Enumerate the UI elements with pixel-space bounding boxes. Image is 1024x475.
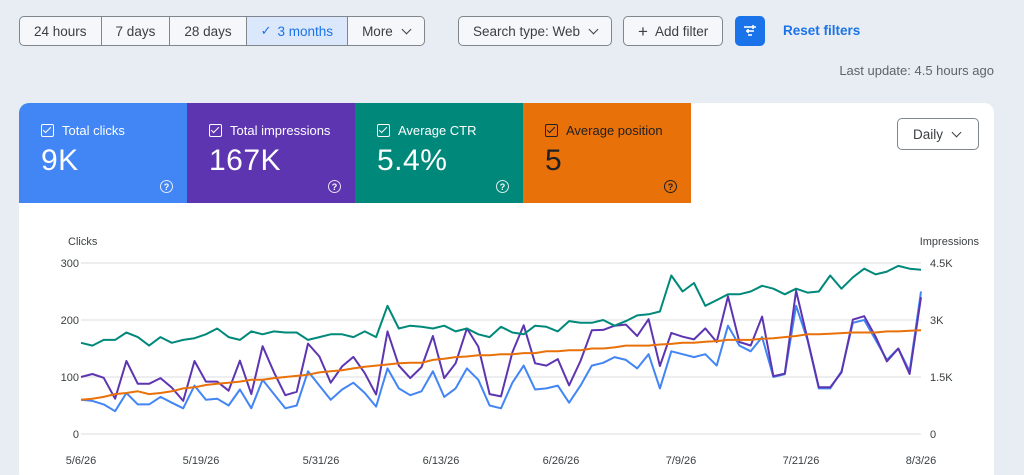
metric-total-clicks[interactable]: Total clicks 9K ? xyxy=(19,103,187,203)
checkbox-icon xyxy=(545,124,558,137)
granularity-dropdown[interactable]: Daily xyxy=(897,118,979,150)
filter-list-icon xyxy=(744,25,756,36)
metric-label: Average position xyxy=(566,123,663,138)
chart-grid xyxy=(81,262,921,435)
y-left-tick-label: 100 xyxy=(61,372,79,384)
metric-total-impressions[interactable]: Total impressions 167K ? xyxy=(187,103,355,203)
last-update-text: Last update: 4.5 hours ago xyxy=(839,63,994,78)
y-left-tick-label: 200 xyxy=(61,315,79,327)
chart-tick-labels: 0 100 200 300 0 1.5K 3K 4.5K 5/6/26 5/19/26 5/31/2… xyxy=(61,258,954,467)
y-left-tick-label: 0 xyxy=(73,429,79,441)
x-tick-label: 6/26/26 xyxy=(543,455,580,467)
date-range-segmented-control: 24 hours 7 days 28 days ✓ 3 months More xyxy=(19,16,425,46)
metric-value: 9K xyxy=(41,144,79,177)
metric-value: 5.4% xyxy=(377,144,448,177)
metric-label: Average CTR xyxy=(398,123,477,138)
add-filter-button[interactable]: + Add filter xyxy=(623,16,724,46)
y-axis-left-label: Clicks xyxy=(68,236,98,248)
help-icon[interactable]: ? xyxy=(496,180,509,193)
checkbox-icon xyxy=(209,124,222,137)
metric-average-position[interactable]: Average position 5 ? xyxy=(523,103,691,203)
range-label: 28 days xyxy=(184,23,232,39)
granularity-label: Daily xyxy=(913,126,944,142)
chevron-down-icon xyxy=(588,24,599,34)
range-3-months-button[interactable]: ✓ 3 months xyxy=(246,17,349,45)
range-7-days-button[interactable]: 7 days xyxy=(102,17,171,45)
series-line-2 xyxy=(80,264,922,347)
performance-chart: Clicks Impressions 0 100 200 300 0 1.5K 3K 4.5K… xyxy=(61,236,980,467)
checkbox-icon xyxy=(41,124,54,137)
x-tick-label: 7/21/26 xyxy=(783,455,820,467)
add-filter-label: Add filter xyxy=(654,23,709,39)
range-24-hours-button[interactable]: 24 hours xyxy=(20,17,102,45)
filter-settings-button[interactable] xyxy=(735,16,765,46)
x-tick-label: 5/19/26 xyxy=(183,455,220,467)
y-right-tick-label: 4.5K xyxy=(930,258,953,270)
metric-label: Total impressions xyxy=(230,123,331,138)
x-tick-label: 5/6/26 xyxy=(66,455,97,467)
y-right-tick-label: 1.5K xyxy=(930,372,953,384)
search-type-label: Search type: Web xyxy=(473,23,581,39)
chart-series xyxy=(80,264,922,413)
date-range-selector: 24 hours 7 days 28 days ✓ 3 months More xyxy=(19,16,425,46)
chevron-down-icon xyxy=(401,24,412,34)
metric-average-ctr[interactable]: Average CTR 5.4% ? xyxy=(355,103,523,203)
help-icon[interactable]: ? xyxy=(328,180,341,193)
y-right-tick-label: 0 xyxy=(930,429,936,441)
help-icon[interactable]: ? xyxy=(160,180,173,193)
metric-label: Total clicks xyxy=(62,123,125,138)
chevron-down-icon xyxy=(951,127,962,137)
y-right-tick-label: 3K xyxy=(930,315,944,327)
x-tick-label: 6/13/26 xyxy=(423,455,460,467)
checkbox-icon xyxy=(377,124,390,137)
search-type-dropdown[interactable]: Search type: Web xyxy=(458,16,613,46)
range-label: 7 days xyxy=(115,23,156,39)
range-label: 24 hours xyxy=(34,23,87,39)
check-icon: ✓ xyxy=(260,23,272,38)
help-icon[interactable]: ? xyxy=(664,180,677,193)
range-label: More xyxy=(362,23,393,39)
range-more-button[interactable]: More xyxy=(348,17,424,45)
reset-filters-link[interactable]: Reset filters xyxy=(783,23,861,38)
y-axis-right-label: Impressions xyxy=(920,236,980,248)
metric-value: 167K xyxy=(209,144,282,177)
metric-value: 5 xyxy=(545,144,563,177)
x-tick-label: 7/9/26 xyxy=(666,455,697,467)
range-label: 3 months xyxy=(277,23,334,39)
x-tick-label: 5/31/26 xyxy=(303,455,340,467)
plus-icon: + xyxy=(638,21,648,41)
performance-card: Total clicks 9K ? Total impressions 167K… xyxy=(19,103,994,475)
x-tick-label: 8/3/26 xyxy=(906,455,937,467)
range-28-days-button[interactable]: 28 days xyxy=(170,17,247,45)
series-line-1 xyxy=(80,289,922,402)
series-line-3 xyxy=(80,329,922,401)
y-left-tick-label: 300 xyxy=(61,258,79,270)
